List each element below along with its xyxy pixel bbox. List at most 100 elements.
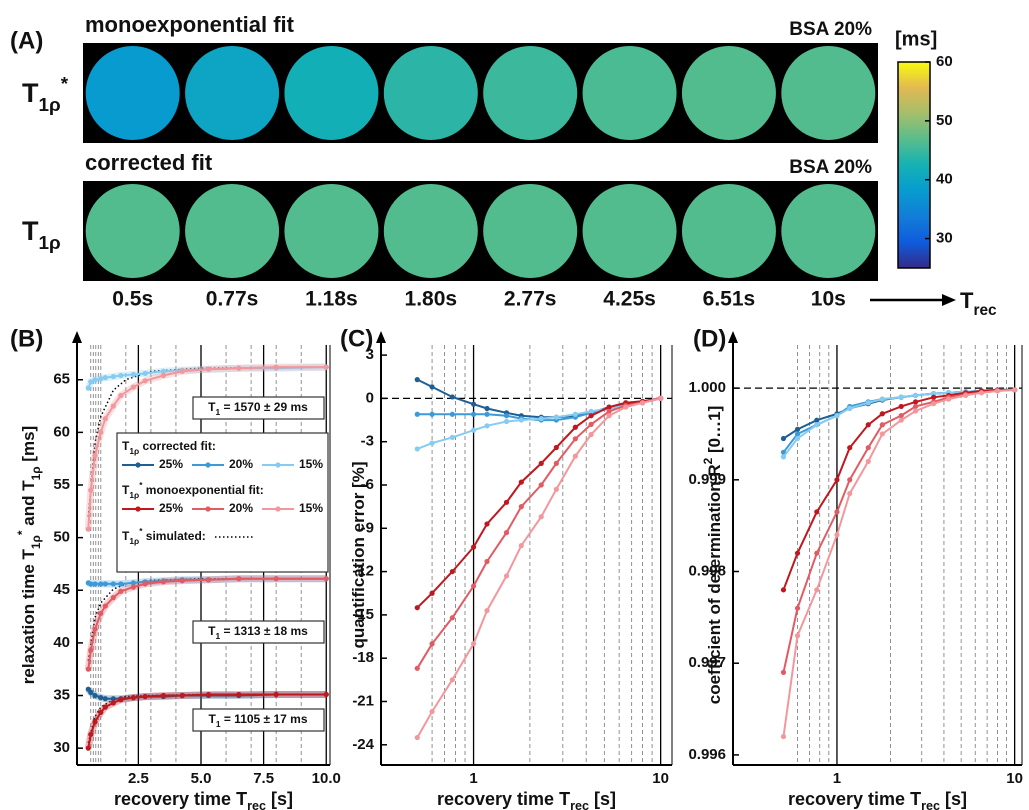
data-point bbox=[92, 453, 97, 458]
y-tick-label: 55 bbox=[53, 476, 70, 493]
data-point bbox=[866, 445, 871, 450]
data-point bbox=[519, 504, 524, 509]
x-tick-label: 10.0 bbox=[312, 770, 341, 787]
data-point bbox=[111, 700, 116, 705]
data-point bbox=[834, 413, 839, 418]
data-point bbox=[795, 436, 800, 441]
data-point bbox=[111, 374, 116, 379]
panel-label: (D) bbox=[693, 325, 726, 352]
axis-label: Trec bbox=[960, 288, 997, 319]
x-tick-label: 7.5 bbox=[253, 770, 274, 787]
data-point bbox=[98, 430, 103, 435]
data-point bbox=[86, 746, 91, 751]
text-part: recovery time T bbox=[437, 789, 570, 809]
phantom-map bbox=[185, 46, 279, 140]
data-point bbox=[131, 372, 136, 377]
phantom-map bbox=[384, 184, 478, 278]
colorbar-tick-label: 40 bbox=[936, 171, 953, 188]
data-point bbox=[781, 587, 786, 592]
phantom-map bbox=[583, 46, 677, 140]
data-point bbox=[979, 390, 984, 395]
phantom-map bbox=[284, 184, 378, 278]
data-point bbox=[450, 394, 455, 399]
axis-arrow bbox=[376, 331, 386, 343]
data-point bbox=[92, 693, 97, 698]
data-point bbox=[866, 422, 871, 427]
data-point bbox=[899, 418, 904, 423]
text-part: [s] bbox=[589, 789, 616, 809]
data-point bbox=[429, 641, 434, 646]
data-point bbox=[913, 399, 918, 404]
data-point bbox=[471, 402, 476, 407]
x-tick-label: 1 bbox=[469, 770, 477, 787]
data-point bbox=[504, 413, 509, 418]
text-part: corrected fit: bbox=[139, 439, 216, 453]
data-point bbox=[573, 454, 578, 459]
data-point bbox=[118, 373, 123, 378]
data-point bbox=[471, 544, 476, 549]
arrow-head bbox=[942, 294, 956, 306]
colorbar-tick-label: 60 bbox=[936, 53, 953, 70]
data-point bbox=[504, 573, 509, 578]
text-part: rec bbox=[921, 799, 940, 810]
text-part: * bbox=[61, 74, 69, 95]
data-point bbox=[658, 396, 663, 401]
data-point bbox=[88, 648, 93, 653]
legend-label: 20% bbox=[229, 501, 253, 515]
data-point bbox=[484, 423, 489, 428]
text-part: relaxation time T bbox=[19, 548, 38, 684]
data-point bbox=[847, 406, 852, 411]
colorbar-tick-label: 50 bbox=[936, 112, 953, 129]
data-point bbox=[814, 422, 819, 427]
phantom-map bbox=[583, 184, 677, 278]
data-point bbox=[98, 611, 103, 616]
data-point bbox=[429, 441, 434, 446]
data-point bbox=[143, 378, 148, 383]
data-point bbox=[111, 595, 116, 600]
text-part: rec bbox=[247, 799, 266, 810]
data-point bbox=[640, 400, 645, 405]
data-point bbox=[324, 365, 329, 370]
data-point bbox=[103, 705, 108, 710]
data-point bbox=[946, 397, 951, 402]
data-point bbox=[274, 692, 279, 697]
legend-label: 25% bbox=[159, 457, 183, 471]
data-point bbox=[103, 603, 108, 608]
phantom-map bbox=[483, 184, 577, 278]
data-point bbox=[880, 411, 885, 416]
data-point bbox=[98, 710, 103, 715]
data-point bbox=[98, 581, 103, 586]
data-point bbox=[795, 427, 800, 432]
data-point bbox=[589, 432, 594, 437]
y-tick-label: 0 bbox=[366, 389, 374, 406]
text-part: rec bbox=[570, 799, 589, 810]
time-label: 6.51s bbox=[703, 288, 756, 311]
x-axis-label: recovery time Trec [s] bbox=[437, 789, 616, 810]
data-point bbox=[88, 488, 93, 493]
data-point bbox=[161, 693, 166, 698]
time-label: 10s bbox=[811, 288, 846, 311]
data-point bbox=[931, 395, 936, 400]
time-label: 1.18s bbox=[305, 288, 358, 311]
legend-label: 20% bbox=[229, 457, 253, 471]
data-point bbox=[913, 393, 918, 398]
text-part: recovery time T bbox=[788, 789, 921, 809]
data-point bbox=[180, 369, 185, 374]
data-point bbox=[143, 694, 148, 699]
data-point bbox=[103, 416, 108, 421]
data-point bbox=[429, 384, 434, 389]
legend-marker bbox=[205, 462, 210, 467]
data-point bbox=[415, 605, 420, 610]
y-tick-label: 30 bbox=[53, 739, 70, 756]
time-label: 2.77s bbox=[504, 288, 557, 311]
text-part: T bbox=[22, 78, 39, 108]
data-point bbox=[781, 454, 786, 459]
text-part: 1ρ bbox=[129, 490, 139, 500]
data-point bbox=[623, 404, 628, 409]
data-point bbox=[814, 551, 819, 556]
text-part: 1ρ bbox=[39, 233, 61, 254]
data-point bbox=[471, 583, 476, 588]
data-point bbox=[415, 735, 420, 740]
data-point bbox=[847, 491, 852, 496]
data-point bbox=[814, 418, 819, 423]
